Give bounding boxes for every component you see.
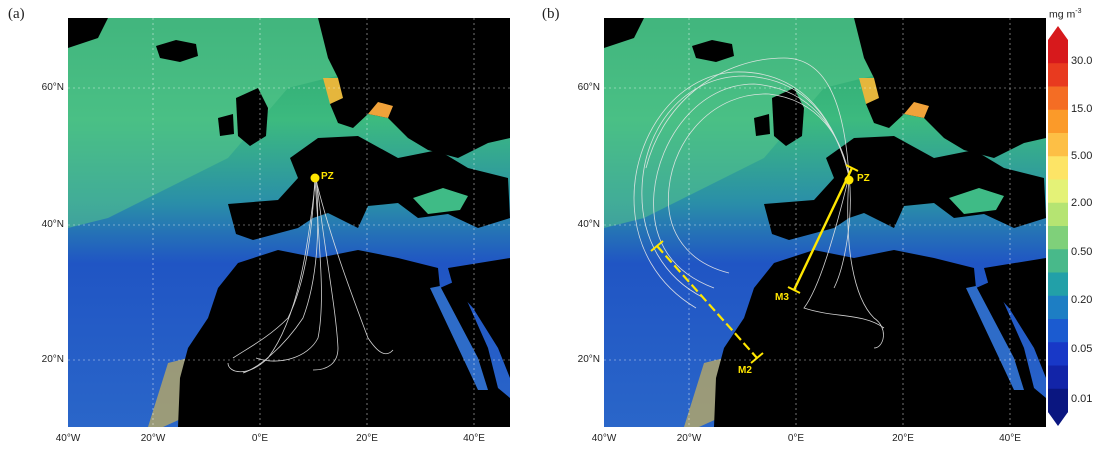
colorbar-segment (1048, 109, 1068, 134)
colorbar-segment (1048, 319, 1068, 343)
colorbar-top-arrow (1048, 26, 1068, 40)
map-a-svg (68, 18, 510, 427)
europe-landmass (764, 136, 1046, 240)
lon-tick-20e-b: 20°E (892, 433, 914, 444)
lon-tick-40e-b: 40°E (999, 433, 1021, 444)
colorbar-unit-base: mg m (1049, 8, 1076, 21)
trajectories (633, 57, 885, 349)
colorbar-segment (1048, 156, 1068, 180)
lat-tick-60-a: 60°N (41, 82, 64, 93)
cbar-label-005: 0.05 (1071, 343, 1093, 355)
africa-landmass (178, 250, 510, 427)
lon-tick-40w-b: 40°W (591, 433, 617, 444)
colorbar-segment (1048, 295, 1068, 320)
iceland-landmass (692, 40, 734, 62)
map-panel-a (68, 18, 510, 427)
lon-tick-0e-a: 0°E (251, 433, 269, 444)
colorbar-unit: mg m-3 (1049, 8, 1081, 21)
colorbar-segment (1048, 202, 1068, 227)
colorbar-segment (1048, 272, 1068, 297)
track-m2 (650, 240, 764, 364)
colorbar-segment (1048, 40, 1068, 64)
map-b-svg (604, 18, 1046, 427)
lon-tick-0e-b: 0°E (787, 433, 805, 444)
panel-b-label: (b) (542, 6, 560, 22)
colorbar-segment (1048, 133, 1068, 157)
colorbar-segment (1048, 63, 1068, 87)
britain-landmass (772, 88, 804, 146)
graticule (604, 18, 1046, 427)
britain-landmass (236, 88, 268, 146)
pz-label-a: PZ (321, 171, 334, 182)
lat-tick-60-b: 60°N (577, 82, 600, 93)
cbar-label-050: 0.50 (1071, 246, 1093, 258)
graticule (68, 18, 510, 427)
lat-tick-20-b: 20°N (577, 354, 600, 365)
lat-tick-40-a: 40°N (41, 219, 64, 230)
colorbar-unit-exp: -3 (1075, 8, 1082, 15)
cbar-label-020: 0.20 (1071, 294, 1093, 306)
colorbar-segment (1048, 342, 1068, 366)
europe-landmass (228, 136, 510, 240)
cbar-label-5: 5.00 (1071, 150, 1093, 162)
panel-a-label: (a) (8, 6, 25, 22)
colorbar-segment (1048, 86, 1068, 111)
lon-tick-40e-a: 40°E (463, 433, 485, 444)
cbar-label-001: 0.01 (1071, 393, 1093, 405)
colorbar-segment (1048, 226, 1068, 250)
map-panel-b (604, 18, 1046, 427)
colorbar-segment (1048, 179, 1068, 204)
lon-tick-40w-a: 40°W (55, 433, 81, 444)
colorbar (1048, 26, 1068, 426)
m2-label: M2 (738, 365, 752, 376)
pz-label-b: PZ (857, 173, 870, 184)
pz-marker (310, 173, 320, 183)
trajectories (227, 175, 394, 374)
lat-tick-40-b: 40°N (577, 219, 600, 230)
colorbar-bottom-arrow (1048, 412, 1068, 426)
colorbar-segment (1048, 365, 1068, 390)
track-m3 (787, 164, 859, 294)
cbar-label-15: 15.0 (1071, 103, 1093, 115)
iceland-landmass (156, 40, 198, 62)
lat-tick-20-a: 20°N (41, 354, 64, 365)
lon-tick-20e-a: 20°E (356, 433, 378, 444)
lon-tick-20w-a: 20°W (140, 433, 166, 444)
colorbar-segment (1048, 388, 1068, 413)
cbar-label-2: 2.00 (1071, 197, 1093, 209)
m3-label: M3 (775, 292, 789, 303)
lon-tick-20w-b: 20°W (676, 433, 702, 444)
pz-marker (844, 175, 854, 185)
colorbar-segment (1048, 249, 1068, 273)
africa-landmass (714, 250, 1046, 427)
cbar-label-30: 30.0 (1071, 55, 1093, 67)
